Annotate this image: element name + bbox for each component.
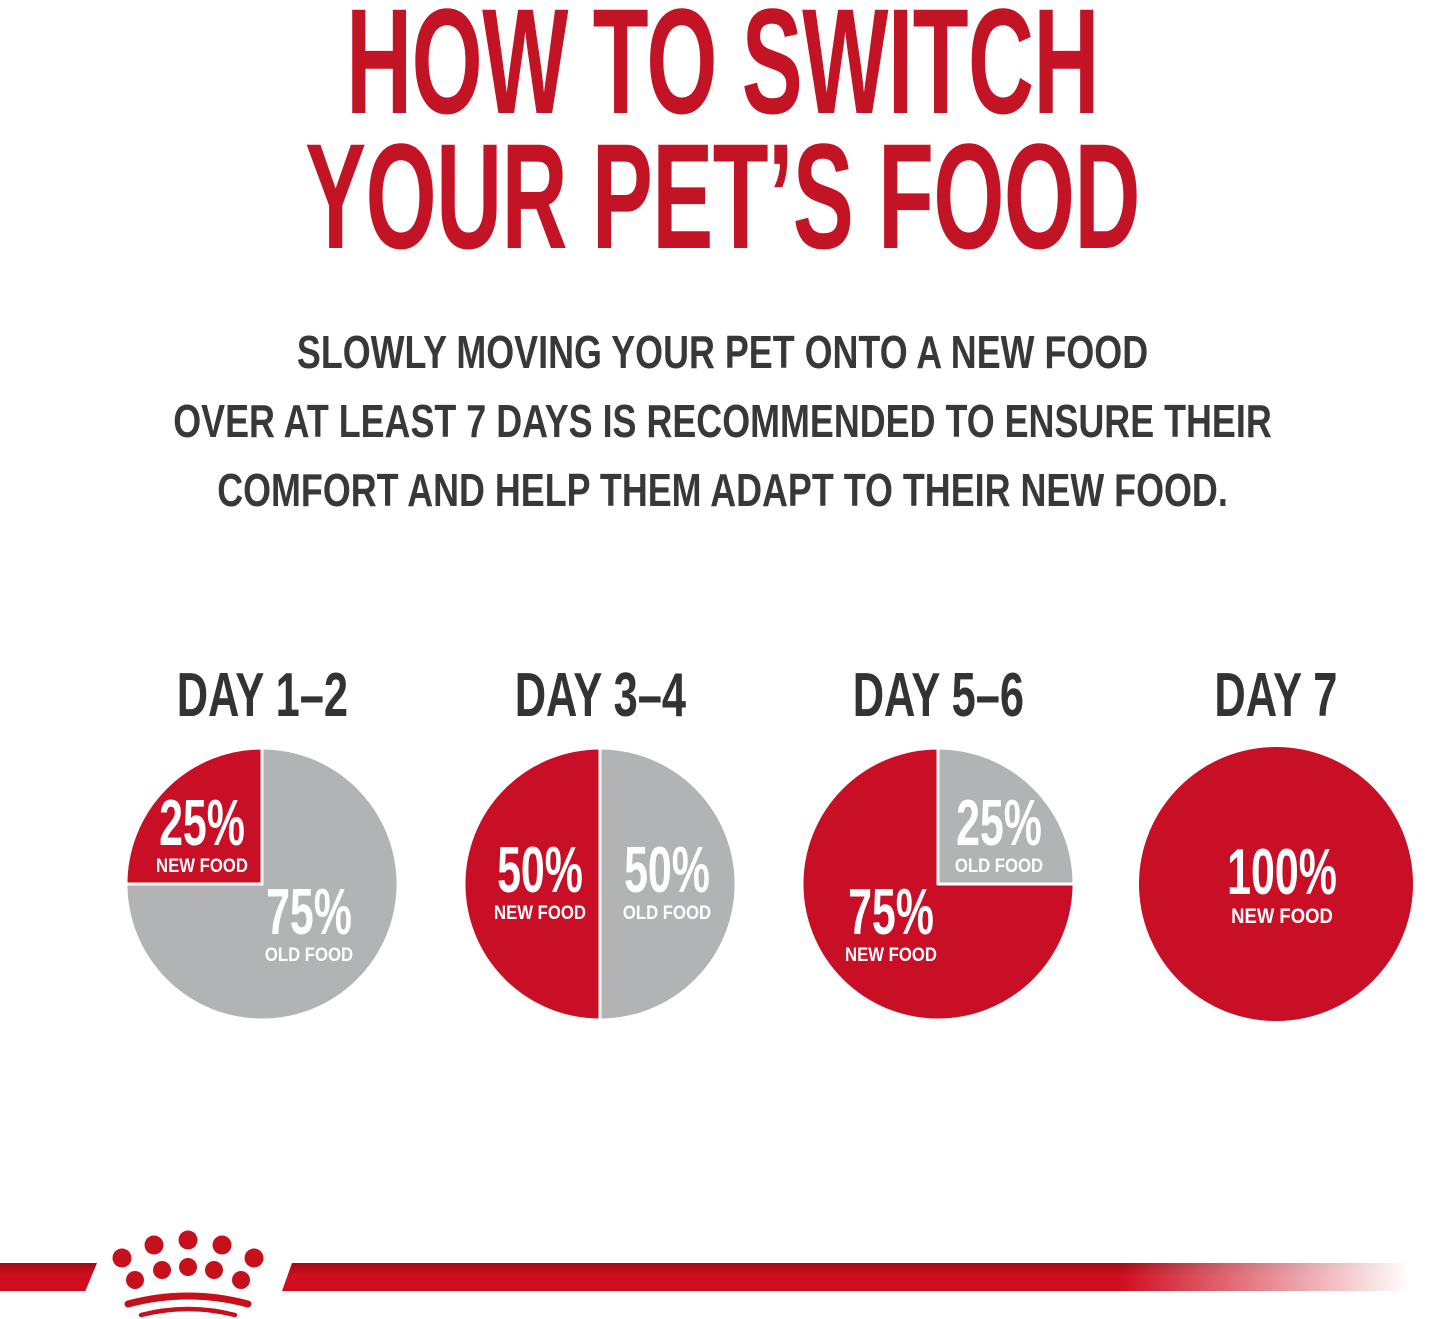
page-title-line-2: YOUR PET’S FOOD — [305, 112, 1140, 280]
pie-label-old-food: 75% OLD FOOD — [265, 874, 354, 966]
pie-chart-day-7: 100% NEW FOOD — [1137, 745, 1415, 1023]
subtitle-line-2: OVER AT LEAST 7 DAYS IS RECOMMENDED TO E… — [173, 395, 1272, 447]
pie-label-new-food: 50% NEW FOOD — [494, 833, 587, 925]
pie-chart-day-5-6: 25% OLD FOOD 75% NEW FOOD — [799, 745, 1077, 1023]
pie-svg-day-3-4 — [462, 746, 738, 1022]
pie-svg-day-7 — [1138, 746, 1414, 1022]
chart-day-5-6: DAY 5–6 25% OLD FOOD 75% NEW FOOD — [769, 658, 1107, 1023]
subtitle: SLOWLY MOVING YOUR PET ONTO A NEW FOOD O… — [0, 318, 1445, 525]
pie-chart-day-3-4: 50% NEW FOOD 50% OLD FOOD — [461, 745, 739, 1023]
chart-day-3-4: DAY 3–4 50% NEW FOOD 50% OLD FOOD — [431, 658, 769, 1023]
pie-svg-day-1-2 — [124, 746, 400, 1022]
pie-label-old-food: 25% OLD FOOD — [955, 785, 1044, 877]
footer-red-band-left — [0, 1263, 97, 1291]
transition-charts-row: DAY 1–2 25% NEW FOOD 75% OLD FOOD — [93, 658, 1445, 1023]
slice-new-food — [1138, 746, 1414, 1022]
day-7-heading: DAY 7 — [1214, 660, 1338, 730]
page-title-line-1: HOW TO SWITCH — [346, 0, 1099, 145]
day-1-2-heading: DAY 1–2 — [176, 660, 348, 730]
pie-label-old-food: 50% OLD FOOD — [622, 833, 711, 925]
pie-label-new-food: 25% NEW FOOD — [156, 785, 249, 877]
day-5-6-heading: DAY 5–6 — [852, 660, 1024, 730]
royal-canin-crown-icon — [112, 1230, 264, 1318]
day-3-4-heading: DAY 3–4 — [514, 660, 686, 730]
subtitle-line-3: COMFORT AND HELP THEM ADAPT TO THEIR NEW… — [217, 464, 1228, 516]
footer-red-band-right — [282, 1263, 1445, 1291]
page-title: HOW TO SWITCH YOUR PET’S FOOD — [0, 0, 1445, 280]
chart-day-1-2: DAY 1–2 25% NEW FOOD 75% OLD FOOD — [93, 658, 431, 1023]
subtitle-line-1: SLOWLY MOVING YOUR PET ONTO A NEW FOOD — [296, 326, 1149, 378]
pie-chart-day-1-2: 25% NEW FOOD 75% OLD FOOD — [123, 745, 401, 1023]
slice-old-food — [936, 746, 1076, 886]
chart-day-7: DAY 7 100% NEW FOOD — [1107, 658, 1445, 1023]
pie-label-new-food: 75% NEW FOOD — [844, 874, 937, 966]
pie-svg-day-5-6 — [800, 746, 1076, 1022]
pie-label-new-food: 100% NEW FOOD — [1226, 835, 1337, 928]
slice-new-food — [462, 746, 602, 1022]
slice-new-food — [124, 746, 264, 886]
slice-old-food — [598, 746, 738, 1022]
